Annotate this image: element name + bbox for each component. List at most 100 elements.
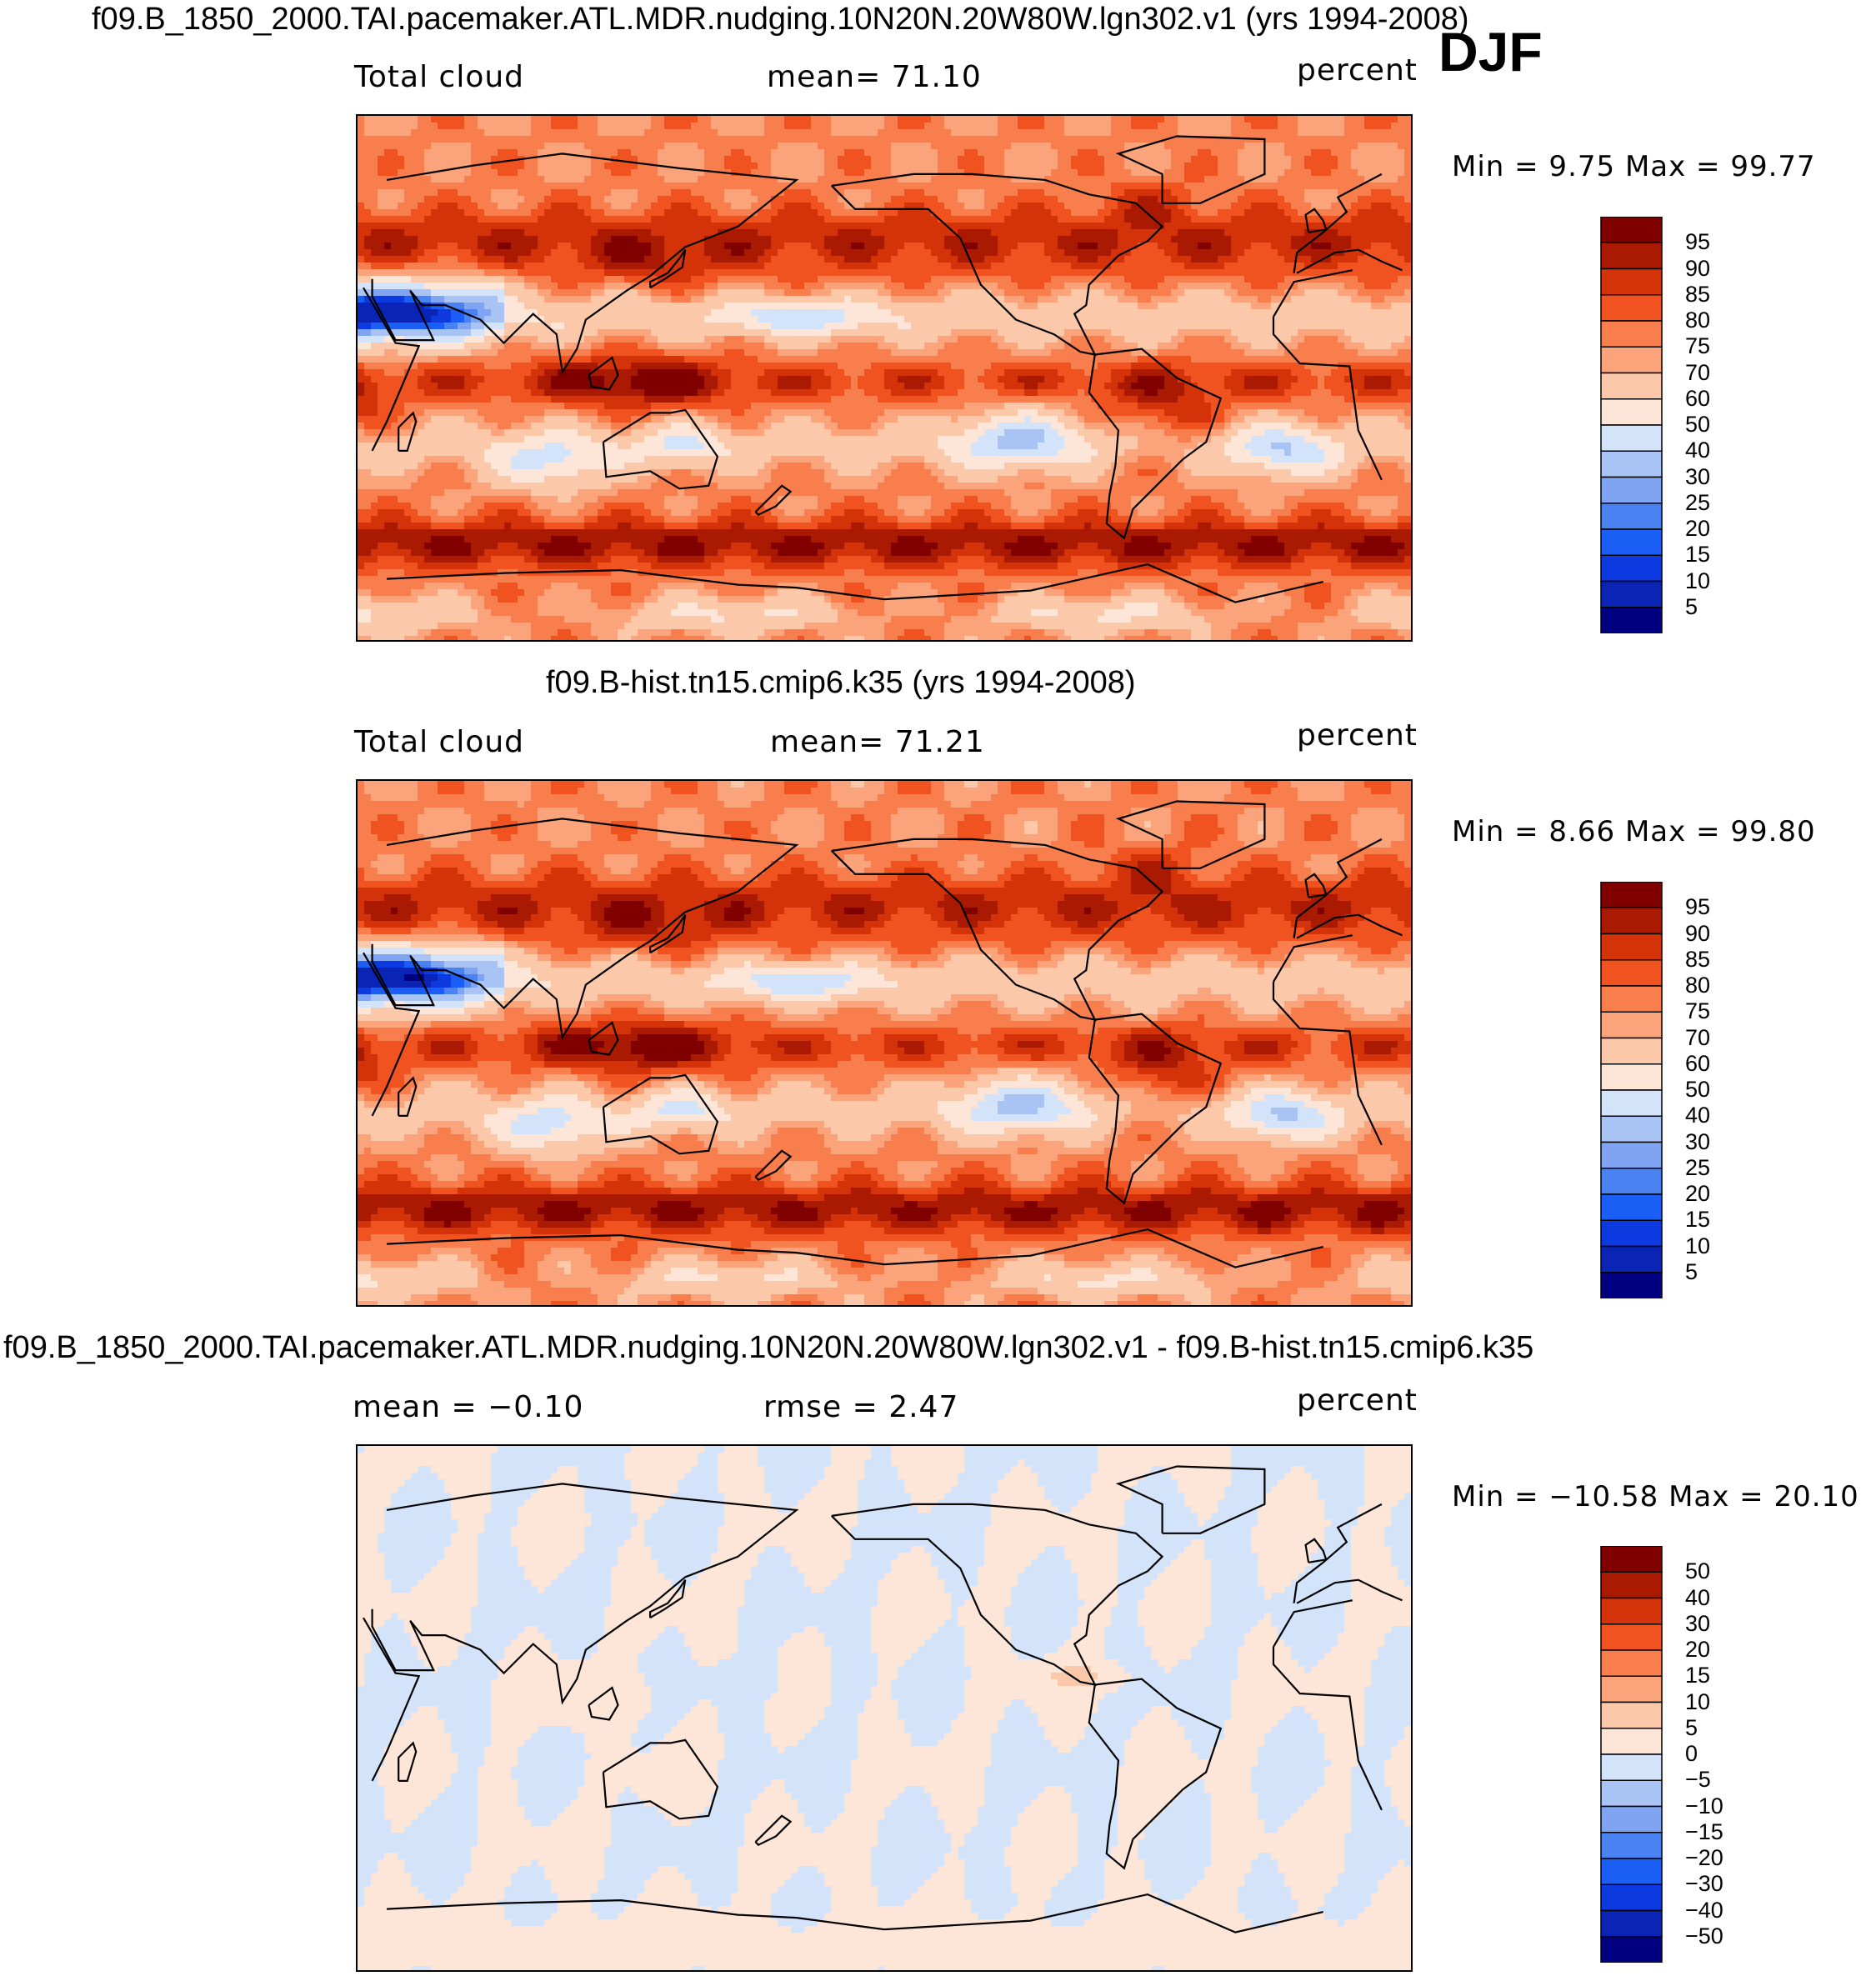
field-cell: [538, 196, 545, 203]
field-cell: [451, 123, 458, 130]
field-cell: [511, 183, 518, 190]
field-cell: [1031, 183, 1038, 190]
field-cell: [811, 183, 818, 190]
field-cell: [484, 196, 492, 203]
field-cell: [424, 196, 432, 203]
field-cell: [764, 249, 772, 257]
field-cell: [1224, 136, 1232, 143]
field-cell: [1051, 183, 1058, 190]
field-cell: [1251, 303, 1258, 310]
field-cell: [1391, 123, 1398, 130]
field-cell: [1324, 209, 1332, 217]
field-cell: [1031, 256, 1038, 263]
field-cell: [671, 229, 678, 237]
field-cell: [398, 269, 405, 277]
field-cell: [638, 223, 645, 230]
field-cell: [764, 256, 772, 263]
field-cell: [1038, 269, 1045, 277]
field-cell: [471, 289, 478, 297]
field-cell: [524, 269, 532, 277]
field-cell: [1398, 189, 1405, 197]
field-cell: [671, 189, 678, 197]
field-cell: [871, 229, 878, 237]
field-cell: [1131, 149, 1138, 157]
field-cell: [1344, 169, 1352, 177]
field-cell: [544, 116, 552, 123]
field-cell: [1051, 269, 1058, 277]
field-cell: [1071, 303, 1078, 310]
field-cell: [1184, 309, 1192, 317]
field-cell: [1038, 263, 1045, 270]
field-cell: [598, 129, 605, 137]
field-cell: [951, 316, 958, 323]
field-cell: [878, 149, 885, 157]
field-cell: [398, 129, 405, 137]
field-cell: [1084, 163, 1092, 170]
field-cell: [1071, 256, 1078, 263]
field-cell: [418, 316, 425, 323]
field-cell: [891, 323, 898, 330]
field-cell: [384, 243, 392, 250]
field-cell: [1144, 236, 1152, 243]
field-cell: [1131, 136, 1138, 143]
field-cell: [571, 223, 578, 230]
field-cell: [1251, 149, 1258, 157]
field-cell: [658, 223, 665, 230]
field-cell: [1211, 196, 1218, 203]
field-cell: [1304, 203, 1312, 210]
field-cell: [718, 243, 725, 250]
field-cell: [518, 203, 525, 210]
field-cell: [591, 156, 598, 163]
field-cell: [1064, 223, 1072, 230]
field-cell: [1118, 123, 1125, 130]
field-cell: [1371, 209, 1378, 217]
field-cell: [1358, 309, 1365, 317]
field-cell: [1138, 216, 1145, 223]
field-cell: [1111, 189, 1118, 197]
field-cell: [898, 243, 905, 250]
field-cell: [1131, 316, 1138, 323]
field-cell: [451, 283, 458, 290]
field-cell: [558, 296, 565, 303]
field-cell: [838, 289, 845, 297]
field-cell: [964, 169, 972, 177]
field-cell: [664, 316, 672, 323]
field-cell: [711, 323, 718, 330]
field-cell: [1291, 156, 1298, 163]
field-cell: [1384, 309, 1392, 317]
field-cell: [391, 129, 398, 137]
field-cell: [371, 143, 378, 150]
field-cell: [1338, 309, 1345, 317]
field-cell: [911, 296, 918, 303]
field-cell: [1264, 189, 1272, 197]
field-cell: [404, 123, 412, 130]
field-cell: [904, 276, 912, 283]
field-cell: [611, 263, 618, 270]
field-cell: [544, 309, 552, 317]
field-cell: [778, 296, 785, 303]
field-cell: [1404, 169, 1411, 177]
field-cell: [491, 229, 498, 237]
field-cell: [364, 289, 372, 297]
field-cell: [384, 296, 392, 303]
field-cell: [584, 249, 592, 257]
field-cell: [1358, 183, 1365, 190]
field-cell: [1304, 309, 1312, 317]
field-cell: [544, 263, 552, 270]
field-cell: [1351, 243, 1358, 250]
field-cell: [771, 149, 778, 157]
field-cell: [598, 223, 605, 230]
field-cell: [978, 289, 985, 297]
field-cell: [678, 309, 685, 317]
field-cell: [531, 116, 538, 123]
field-cell: [1204, 203, 1212, 210]
field-cell: [631, 263, 638, 270]
field-cell: [618, 323, 625, 330]
field-cell: [1138, 116, 1145, 123]
field-cell: [651, 209, 658, 217]
field-cell: [564, 296, 572, 303]
field-cell: [464, 176, 472, 183]
field-cell: [1304, 249, 1312, 257]
field-cell: [758, 303, 765, 310]
field-cell: [724, 196, 732, 203]
